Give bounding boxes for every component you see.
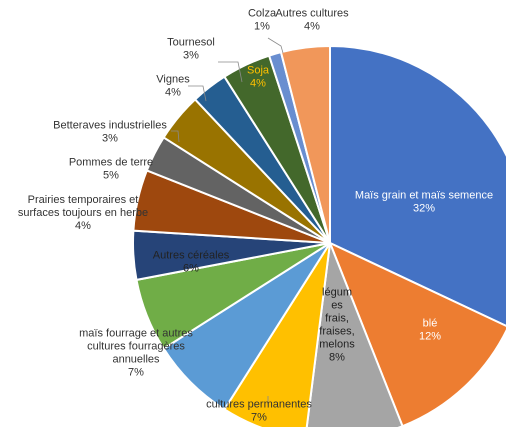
label-text-line: Colza: [248, 8, 277, 20]
label-percent: 7%: [251, 412, 267, 424]
label-pommes-de-terre: Pommes de terre 5%: [69, 157, 153, 182]
label-text-line: fraises,: [319, 326, 354, 338]
label-text-line: surfaces toujours en herbe: [18, 207, 148, 219]
label-tournesol: Tournesol 3%: [167, 37, 215, 62]
label-vignes: Vignes 4%: [156, 74, 190, 99]
label-cultures-permanentes: cultures permanentes 7%: [206, 399, 312, 424]
label-percent: 4%: [165, 87, 181, 99]
label-mais-grain-et-mais-semence: Maïs grain et maïs semence 32%: [355, 190, 493, 215]
label-percent: 7%: [128, 367, 144, 379]
label-legumes-frais-fraises-melons: légum es frais, fraises, melons 8%: [319, 287, 355, 364]
label-percent: 8%: [329, 352, 345, 364]
label-ble: blé 12%: [419, 318, 441, 343]
leader-line-colza: [267, 37, 284, 54]
label-percent: 3%: [102, 133, 118, 145]
label-text-line: maïs fourrage et autres: [79, 328, 193, 340]
label-colza: Colza 1%: [248, 8, 277, 33]
label-text-line: annuelles: [112, 354, 160, 366]
label-text-line: Prairies temporaires et: [28, 194, 139, 206]
label-percent: 4%: [75, 220, 91, 232]
slice-mais-grain-et-mais-semence: [329, 44, 506, 327]
label-text-line: Betteraves industrielles: [53, 120, 167, 132]
label-text-line: es: [331, 300, 343, 312]
label-percent: 4%: [250, 78, 266, 90]
label-betteraves-industrielles: Betteraves industrielles 3%: [53, 120, 167, 145]
label-percent: 6%: [183, 263, 199, 275]
label-text-line: Tournesol: [167, 37, 215, 49]
label-text-line: cultures fourragères: [87, 341, 185, 353]
label-percent: 12%: [419, 331, 441, 343]
slice-ble: [328, 241, 506, 427]
label-text-line: blé: [423, 318, 438, 330]
label-text-line: Vignes: [156, 74, 190, 86]
label-text-line: légum: [322, 287, 352, 299]
label-text-line: cultures permanentes: [206, 399, 312, 411]
leader-lines: [171, 37, 284, 405]
label-text-line: frais,: [325, 313, 349, 325]
pie-slices: [132, 44, 506, 427]
leader-line-tournesol: [218, 61, 243, 83]
label-percent: 32%: [413, 203, 435, 215]
label-percent: 4%: [304, 21, 320, 33]
label-text-line: Pommes de terre: [69, 157, 153, 169]
label-autres-cultures: Autres cultures 4%: [275, 8, 349, 33]
leader-line-vignes: [188, 85, 207, 102]
label-text-line: Autres cultures: [275, 8, 349, 20]
label-percent: 5%: [103, 170, 119, 182]
label-percent: 3%: [183, 50, 199, 62]
slice-autres-cultures: [279, 44, 331, 244]
label-prairies-temporaires-et-surfaces-toujours-en-herbe: Prairies temporaires et surfaces toujours…: [18, 194, 148, 232]
label-text-line: Maïs grain et maïs semence: [355, 190, 493, 202]
slice-labels: Maïs grain et maïs semence 32% blé 12% légum…: [18, 8, 493, 424]
label-percent: 1%: [254, 21, 270, 33]
label-text-line: melons: [319, 339, 355, 351]
label-text-line: Autres céréales: [153, 250, 230, 262]
label-soja: Soja 4%: [247, 65, 270, 90]
label-autres-cereales: Autres céréales 6%: [153, 250, 230, 275]
leader-line-betteraves-industrielles: [171, 130, 180, 143]
label-text-line: Soja: [247, 65, 270, 77]
label-mais-fourrage-et-autres-cultures-fourrageres-annuelles: maïs fourrage et autres cultures fourragè…: [79, 328, 193, 379]
